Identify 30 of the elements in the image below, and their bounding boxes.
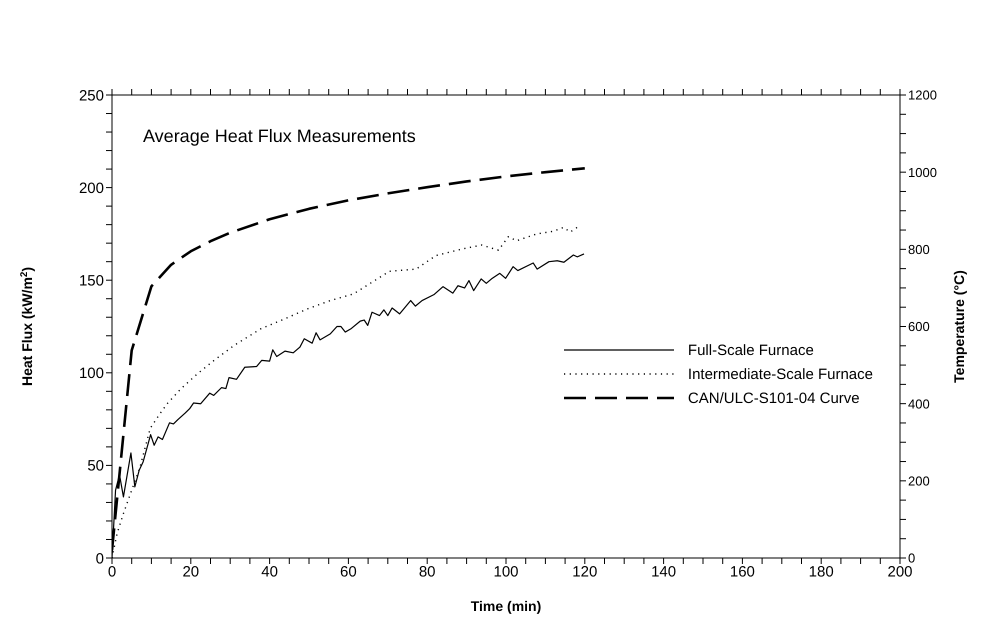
y2-tick-label: 800: [908, 242, 930, 257]
x-tick-label: 0: [108, 564, 116, 581]
text: Intermediate-Scale Furnace: [688, 366, 873, 382]
y-tick-label: 250: [78, 87, 104, 104]
x-tick-label: 140: [651, 564, 676, 581]
text: Full-Scale Furnace: [688, 342, 814, 358]
y2-axis-title: Temperature (°C): [951, 270, 967, 383]
x-axis-title: Time (min): [470, 598, 542, 614]
x-tick-label: 120: [572, 564, 598, 581]
x-tick-label: 40: [261, 564, 278, 581]
x-tick-label: 100: [493, 564, 519, 581]
text: Average Heat Flux Measurements: [143, 126, 416, 147]
x-tick-label: 80: [418, 564, 436, 581]
y2-tick-label: 400: [908, 396, 930, 412]
text: CAN/ULC-S101-04 Curve: [688, 390, 860, 406]
x-tick-label: 60: [340, 564, 357, 581]
x-tick-label: 200: [887, 564, 913, 581]
y-tick-label: 0: [96, 550, 104, 568]
y2-tick-label: 200: [908, 473, 930, 488]
y-tick-label: 50: [87, 458, 104, 475]
y-tick-label: 150: [78, 272, 104, 290]
y2-tick-label: 1000: [908, 164, 937, 180]
y2-tick-label: 1200: [908, 88, 937, 103]
y-tick-label: 200: [78, 180, 104, 197]
x-tick-label: 20: [182, 564, 200, 581]
y-tick-label: 100: [78, 365, 104, 382]
y2-tick-label: 600: [908, 319, 930, 334]
y2-tick-label: 0: [908, 550, 916, 566]
x-tick-label: 160: [730, 564, 755, 581]
x-tick-label: 180: [808, 564, 834, 581]
